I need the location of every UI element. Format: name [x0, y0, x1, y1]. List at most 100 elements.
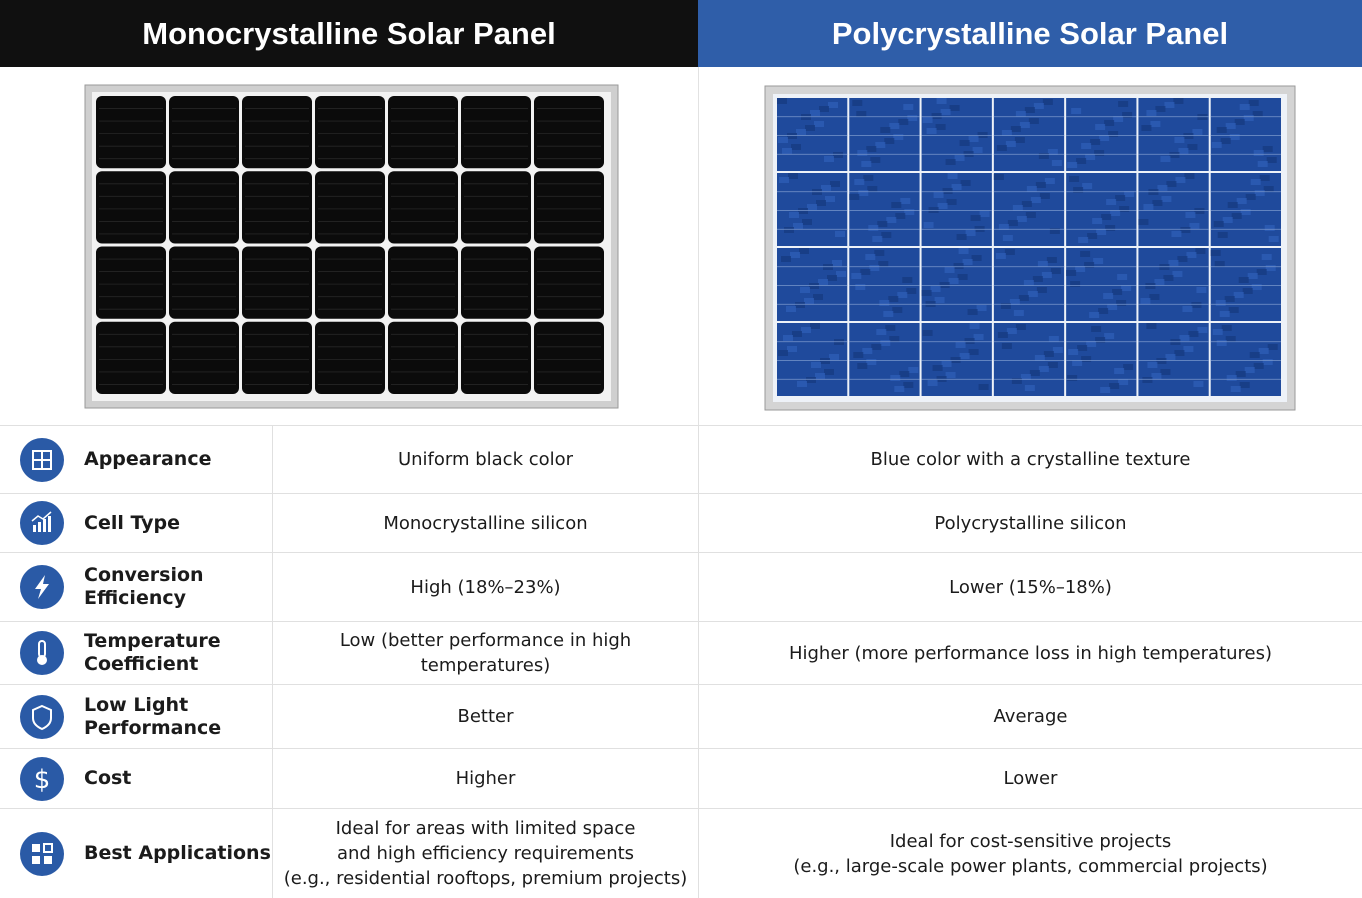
crystal [959, 140, 970, 146]
crystal [1228, 307, 1239, 313]
mono-value-line: High (18%–23%) [410, 576, 561, 598]
crystal [1225, 336, 1236, 342]
crystal [1184, 173, 1195, 179]
crystal [993, 174, 1004, 180]
crystal [1123, 364, 1134, 370]
crystal [866, 146, 877, 152]
mono-value: Better [272, 685, 698, 748]
row-icon [20, 501, 64, 545]
crystal [857, 363, 868, 369]
crystal [1101, 214, 1112, 220]
crystal [866, 359, 877, 365]
crystal [930, 286, 941, 292]
crystal [931, 113, 942, 119]
poly-value-line: Lower (15%–18%) [949, 576, 1112, 598]
crystal [1268, 236, 1279, 242]
crystal [1222, 217, 1233, 223]
comparison-table: Appearance Uniform black color Blue color … [0, 425, 1362, 898]
crystal [809, 283, 819, 289]
crystal [1180, 227, 1191, 233]
mono-cell [388, 96, 458, 169]
crystal [793, 223, 803, 229]
poly-cell [1210, 248, 1281, 321]
poly-value-line: Average [993, 706, 1068, 727]
crystal [998, 224, 1009, 230]
crystal [1211, 142, 1222, 148]
crystal [1085, 154, 1096, 160]
crystal [778, 137, 788, 143]
row-label: Temperature Coefficient [84, 630, 221, 676]
crystal [1048, 336, 1059, 342]
crystal [1109, 383, 1120, 389]
crystal [1179, 335, 1190, 341]
row-label-cell: Best Applications [0, 809, 272, 898]
row-label-cell: Temperature Coefficient [0, 622, 272, 684]
crystal [962, 259, 973, 265]
crystal [870, 157, 881, 163]
crystal [1262, 359, 1273, 365]
crystal [1193, 381, 1204, 387]
crystal [1019, 122, 1030, 128]
poly-value: Ideal for cost-sensitive projects (e.g., … [698, 809, 1362, 898]
crystal [951, 184, 962, 190]
crystal [1095, 337, 1106, 343]
crystal [968, 349, 979, 355]
crystal [855, 284, 866, 290]
crystal [1150, 121, 1161, 127]
poly-value-line: Higher (more performance loss in high te… [788, 642, 1273, 664]
mono-value: Uniform black color [272, 426, 698, 493]
crystal [1174, 137, 1185, 143]
crystal [1043, 351, 1054, 357]
poly-value: Blue color with a crystalline texture [698, 426, 1362, 493]
crystal [1084, 262, 1095, 268]
crystal [1175, 177, 1186, 183]
crystal [857, 150, 868, 156]
crystal [1194, 208, 1205, 214]
crystal [1070, 281, 1081, 287]
crystal [814, 121, 824, 127]
crystal [1214, 261, 1225, 267]
row-label-cell: Appearance [0, 426, 272, 493]
crystal [1217, 232, 1228, 238]
crystal [1227, 202, 1238, 208]
crystal [1266, 157, 1277, 163]
crystal [1104, 333, 1115, 339]
crystal [791, 144, 801, 150]
crystal [1047, 362, 1058, 368]
row-label-line: Cost [84, 767, 132, 789]
table-row: Conversion Efficiency High (18%–23%) Lower … [0, 552, 1362, 621]
poly-value-line: Ideal for cost-sensitive projects [889, 830, 1172, 852]
crystal [1038, 153, 1049, 159]
crystal [1187, 144, 1198, 150]
crystal [813, 294, 823, 300]
crystal [1155, 106, 1166, 112]
row-label-line: Coefficient [84, 653, 199, 675]
crystal [1020, 374, 1031, 380]
crystal [818, 279, 828, 285]
crystal [1098, 308, 1109, 314]
crystal [1160, 369, 1171, 375]
crystal [1067, 162, 1078, 168]
crystal [1257, 161, 1268, 167]
crystal [1118, 101, 1129, 107]
crystal [1220, 138, 1231, 144]
crystal [1099, 135, 1110, 141]
crystal [885, 325, 896, 331]
crystal [1044, 178, 1055, 184]
crystal [946, 199, 957, 205]
crystal [1037, 261, 1048, 267]
crystal [945, 159, 956, 165]
crystal [950, 357, 961, 363]
crystal [928, 207, 939, 213]
mono-value: High (18%–23%) [272, 553, 698, 621]
crystal [894, 386, 905, 392]
poly-value: Higher (more performance loss in high te… [698, 622, 1362, 684]
crystal [1197, 327, 1208, 333]
crystal [949, 105, 960, 111]
crystal [1122, 112, 1133, 118]
crystal [807, 204, 817, 210]
mono-cell [461, 96, 531, 169]
crystal [821, 185, 831, 191]
crystal [1117, 274, 1128, 280]
crystal [1183, 346, 1194, 352]
